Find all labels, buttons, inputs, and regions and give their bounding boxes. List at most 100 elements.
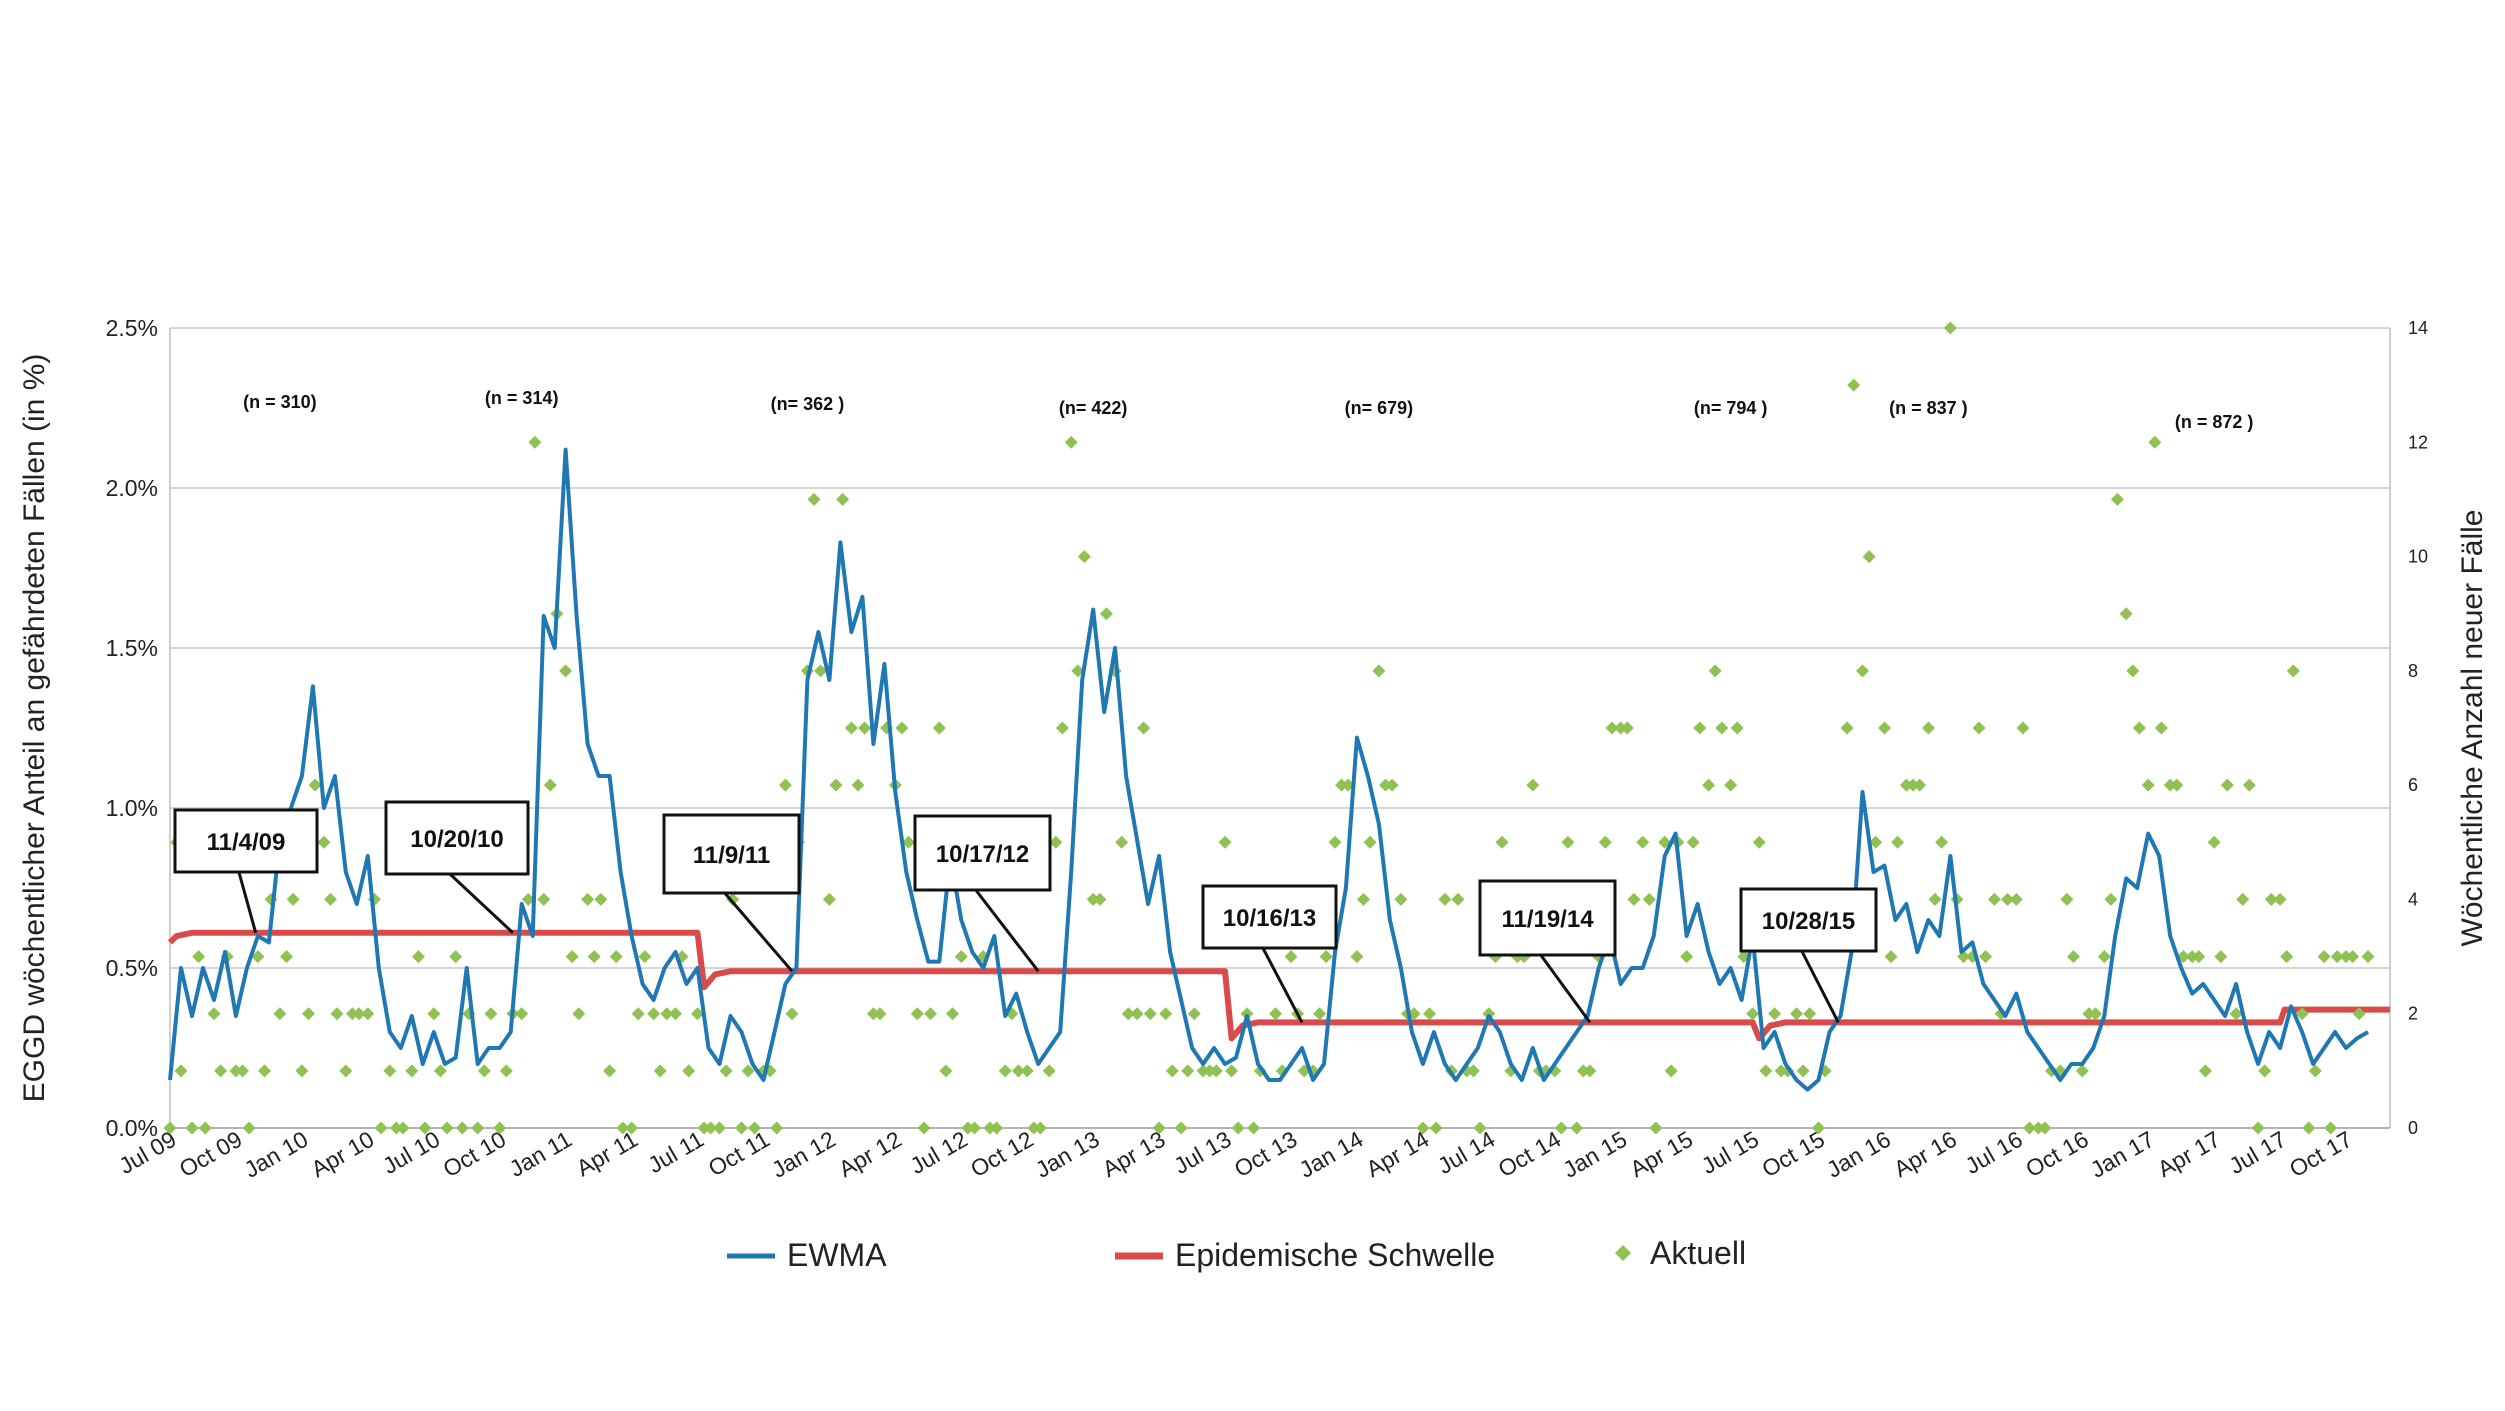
aktuell-point [2295,1007,2309,1021]
x-tick-label: Apr 16 [1889,1126,1961,1182]
aktuell-point [2089,1007,2102,1021]
aktuell-point [1231,1121,1245,1135]
aktuell-point [352,1007,366,1021]
aktuell-point [1847,378,1861,392]
aktuell-point [1664,1064,1678,1078]
aktuell-point [1049,835,1063,849]
aktuell-point [198,1121,212,1135]
aktuell-point [660,1007,674,1021]
aktuell-point [1335,778,1348,792]
signal-callouts: 11/4/09 10/20/10 11/9/11 10/17/12 10/16/13 11… [173,800,1878,1024]
aktuell-point [1686,835,1700,849]
aktuell-point [2170,778,2184,792]
aktuell-point [902,835,915,849]
aktuell-point [1269,1007,1283,1021]
aktuell-point [2119,607,2133,621]
aktuell-point [1928,892,1942,906]
aktuell-point [1840,721,1854,735]
aktuell-point [2154,721,2168,735]
aktuell-point [258,1064,271,1078]
y-left-axis-title: EGGD wöchentlicher Anteil an gefährdeten… [18,354,51,1103]
aktuell-point [1878,721,1891,735]
callout-box [662,813,801,895]
aktuell-point [1583,1064,1597,1078]
aktuell-point [858,721,872,735]
aktuell-point [1130,1007,1144,1021]
aktuell-point [1055,721,1069,735]
season-counts: (n = 310) (n = 314) (n= 362 ) (n= 422) (n= 6… [243,388,2253,432]
signal-callout: 10/17/12 [913,814,1052,973]
aktuell-point [1693,721,1707,735]
aktuell-point [1093,892,1107,906]
aktuell-point [836,492,850,506]
aktuell-point [1627,892,1641,906]
aktuell-point [778,778,792,792]
aktuell-point [2104,892,2118,906]
aktuell-point [280,950,293,964]
threshold-line [167,929,2390,1042]
aktuell-point [2009,892,2023,906]
y-left-tick-label: 1.0% [106,795,158,821]
x-tick-label: Jul 10 [378,1126,444,1179]
aktuell-point [302,1007,315,1021]
y-right-tick-label: 2 [2408,1004,2418,1024]
aktuell-point [1350,950,1364,964]
signal-callout: 10/28/15 [1739,887,1878,1024]
aktuell-point [581,892,595,906]
aktuell-point [317,835,331,849]
aktuell-point [2346,950,2360,964]
aktuell-point [691,1007,704,1021]
signal-callout: 10/16/13 [1201,884,1338,1024]
aktuell-point [2023,1121,2036,1135]
aktuell-point [440,1121,454,1135]
aktuell-point [895,721,909,735]
x-tick-label: Oct 11 [704,1126,774,1182]
plot-frame [169,328,2391,1129]
legend-aktuell-swatch [1615,1245,1631,1261]
aktuell-point [2264,892,2278,906]
aktuell-point [1730,721,1744,735]
aktuell-point [229,1064,243,1078]
aktuell-point [1328,835,1342,849]
aktuell-point [2016,721,2030,735]
signal-callout: 11/9/11 [662,813,801,973]
aktuell-point [616,1121,630,1135]
aktuell-point [2324,1121,2338,1135]
x-tick-label: Apr 10 [307,1126,379,1182]
aktuell-point [1768,1007,1782,1021]
aktuell-point [1064,435,1078,449]
signal-callout: 11/4/09 [173,808,319,934]
aktuell-point [1680,950,1694,964]
aktuell-point [2352,1007,2366,1021]
aktuell-point [1715,721,1729,735]
aktuell-point [851,778,865,792]
callout-pointer [1800,950,1840,1024]
aktuell-point [455,1121,469,1135]
aktuell-point [1225,1064,1239,1078]
aktuell-point [1247,1121,1261,1135]
aktuell-point [2060,892,2074,906]
aktuell-point [2220,778,2234,792]
aktuell-point [1071,664,1085,678]
aktuell-point [1027,1121,1041,1135]
season-count-label: (n = 310) [243,392,317,412]
y-left-tick-label: 1.5% [106,635,158,661]
callout-date: 11/4/09 [207,829,286,856]
callout-date: 11/9/11 [693,842,770,869]
aktuell-point [1576,1064,1590,1078]
aktuell-point [2126,664,2140,678]
aktuell-point [1570,1121,1584,1135]
aktuell-point [2075,1064,2089,1078]
aktuell-point [339,1064,353,1078]
aktuell-point [2082,1007,2096,1021]
aktuell-point [1812,1121,1825,1135]
aktuell-point [192,950,206,964]
y-right-tick-label: 14 [2408,318,2428,338]
aktuell-point [647,1007,661,1021]
aktuell-point [2214,950,2228,964]
aktuell-point [704,1121,718,1135]
x-tick-label: Jan 13 [1031,1126,1104,1183]
aktuell-point [1137,721,1151,735]
aktuell-point [1803,1007,1817,1021]
aktuell-point [2163,778,2177,792]
